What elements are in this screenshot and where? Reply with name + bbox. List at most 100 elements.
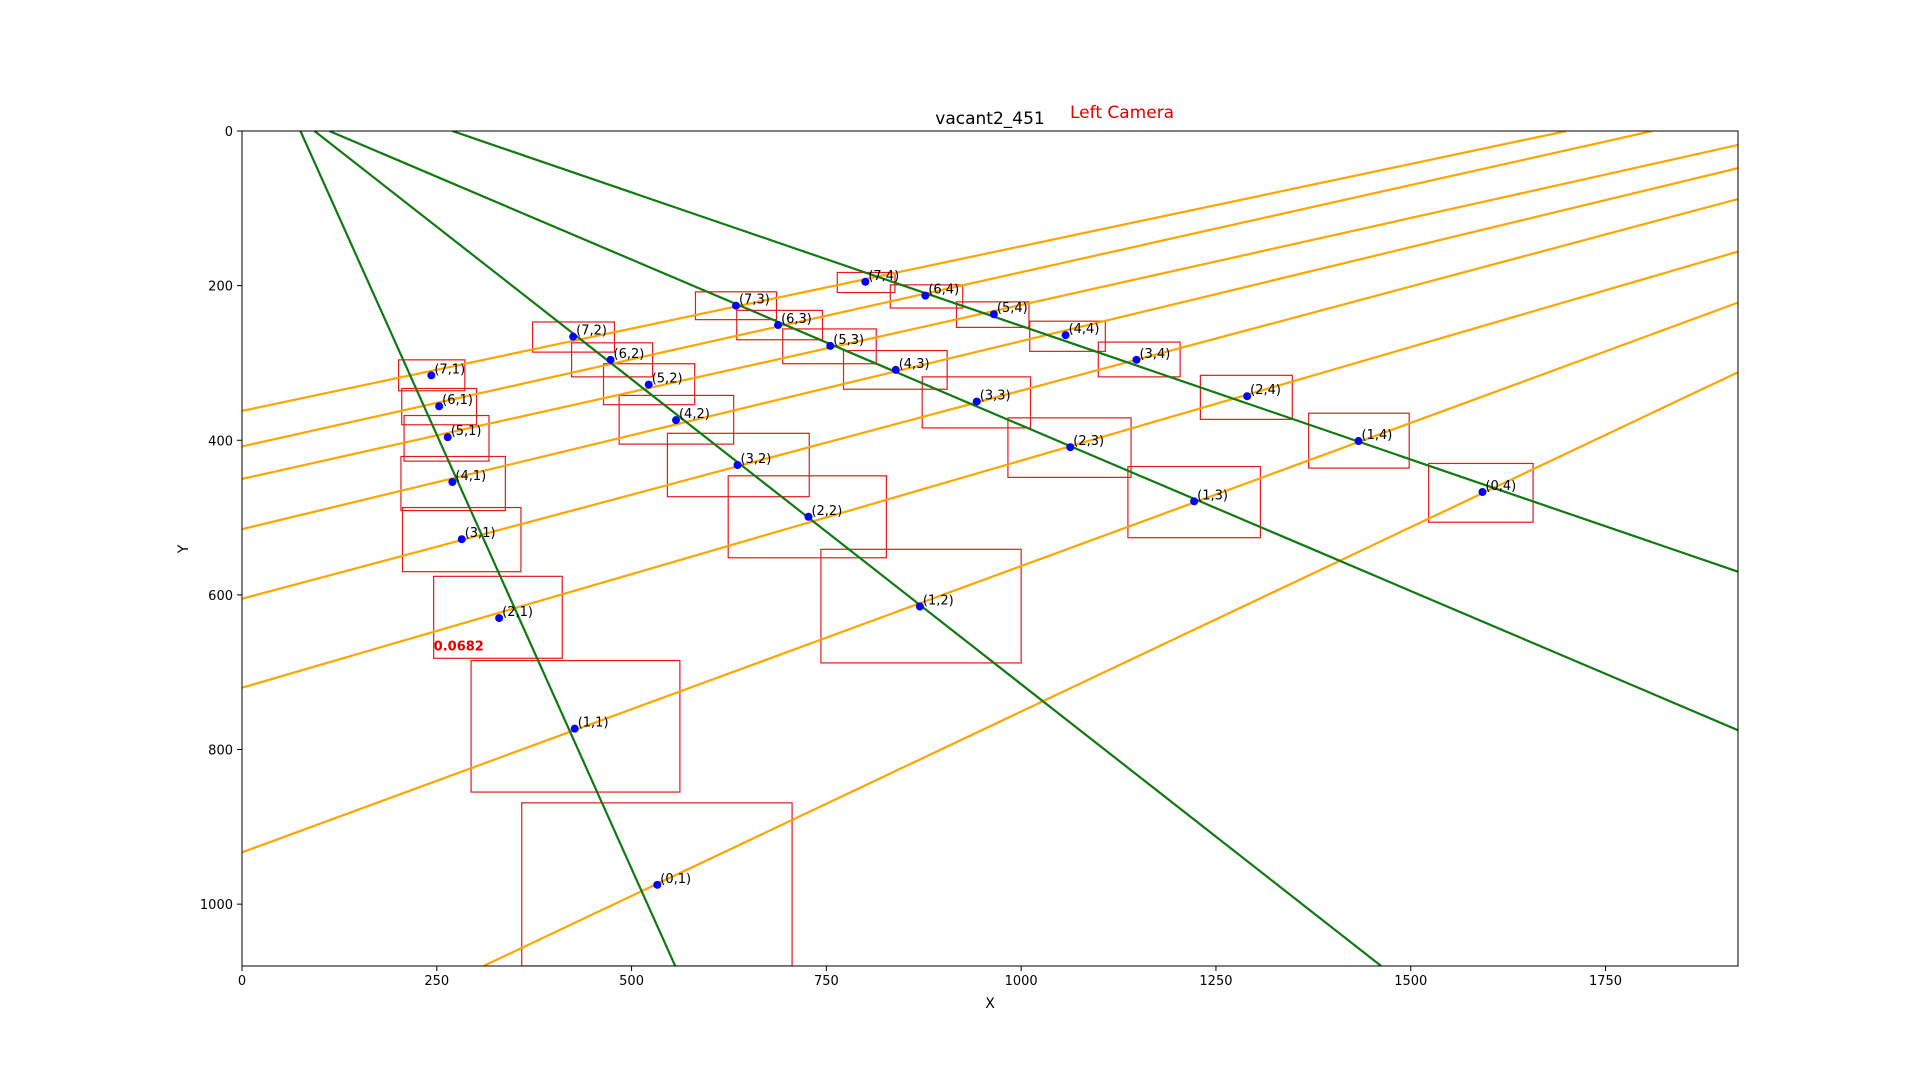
point-label-28: (6,4) — [928, 283, 959, 298]
point-label-5: (5,1) — [451, 424, 482, 439]
data-point-14 — [569, 332, 578, 341]
detection-box-5 — [403, 414, 490, 462]
point-label-11: (4,2) — [679, 407, 710, 422]
point-label-3: (3,1) — [465, 526, 496, 541]
point-label-13: (6,2) — [614, 347, 645, 362]
data-point-12 — [644, 380, 653, 389]
data-point-7 — [427, 371, 436, 380]
point-label-25: (3,4) — [1139, 347, 1170, 362]
y-tick-label-3: 600 — [208, 589, 233, 604]
detection-box-11 — [618, 394, 735, 445]
detection-box-14 — [532, 321, 616, 353]
point-label-15: (1,3) — [1197, 488, 1228, 503]
horizontal-line-7 — [483, 371, 1738, 966]
point-label-7: (7,1) — [434, 362, 465, 377]
plot-content: (0,1) (1,1) (2,1) (3,1) (4,1) (5,1) (6,1) (7,1)… — [242, 131, 1738, 966]
x-tick-label-3: 750 — [814, 974, 839, 989]
data-point-21 — [731, 301, 740, 310]
point-label-24: (2,4) — [1250, 383, 1281, 398]
data-point-5 — [443, 433, 452, 442]
detection-box-4 — [400, 455, 506, 512]
data-point-29 — [861, 277, 870, 286]
detection-box-27 — [955, 301, 1030, 328]
vertical-line-2 — [328, 131, 1738, 732]
detection-box-24 — [1199, 374, 1293, 420]
point-label-10: (3,2) — [741, 452, 772, 467]
detection-box-15 — [1127, 465, 1261, 539]
point-label-27: (5,4) — [997, 301, 1028, 316]
y-axis-label: Y — [176, 544, 192, 554]
horizontal-line-4 — [242, 197, 1738, 600]
data-point-20 — [774, 321, 783, 330]
detection-box-2 — [433, 575, 563, 659]
data-point-9 — [804, 512, 813, 521]
point-label-14: (7,2) — [576, 324, 607, 339]
y-tick-label-4: 800 — [208, 744, 233, 759]
point-label-4: (4,1) — [455, 469, 486, 484]
data-point-19 — [826, 341, 835, 350]
data-point-16 — [1066, 443, 1075, 452]
horizontal-line-3 — [242, 167, 1738, 531]
detection-box-13 — [570, 342, 654, 378]
data-point-2 — [495, 614, 504, 623]
axes: 0 250 500 750 1000 1250 1500 1750 0 200 400 600 800 1… — [200, 125, 1739, 989]
data-point-23 — [1354, 437, 1363, 446]
detection-box-8 — [820, 548, 1022, 664]
detection-box-7 — [398, 359, 466, 392]
point-label-0: (0,1) — [660, 872, 691, 887]
point-label-22: (0,4) — [1485, 479, 1516, 494]
detection-box-22 — [1428, 462, 1534, 523]
detection-box-19 — [782, 328, 877, 365]
detection-box-20 — [736, 309, 824, 341]
detection-box-23 — [1308, 412, 1410, 469]
data-point-26 — [1061, 331, 1070, 340]
horizontal-line-0 — [242, 131, 1567, 412]
detection-box-1 — [470, 660, 681, 793]
point-label-12: (5,2) — [652, 372, 683, 387]
data-point-15 — [1190, 497, 1199, 506]
horizontal-line-6 — [242, 301, 1738, 854]
detection-box-25 — [1097, 341, 1181, 378]
y-tick-label-2: 400 — [208, 434, 233, 449]
detection-box-17 — [921, 376, 1032, 429]
x-tick-label-6: 1500 — [1394, 974, 1427, 989]
point-label-2: (2,1) — [502, 605, 533, 620]
point-label-21: (7,3) — [739, 293, 770, 308]
x-tick-label-0: 0 — [238, 974, 246, 989]
y-tick-label-5: 1000 — [200, 898, 233, 913]
chart-title: vacant2_451 — [935, 109, 1044, 129]
point-label-1: (1,1) — [578, 716, 609, 731]
data-point-13 — [606, 355, 615, 364]
point-label-18: (4,3) — [899, 357, 930, 372]
vertical-line-3 — [452, 131, 1738, 573]
horizontal-line-5 — [242, 250, 1738, 689]
horizontal-line-1 — [242, 131, 1653, 448]
x-axis-label: X — [985, 996, 995, 1012]
score-label: 0.0682 — [434, 640, 484, 655]
data-point-1 — [570, 724, 579, 733]
point-label-26: (4,4) — [1069, 322, 1100, 337]
point-label-20: (6,3) — [781, 312, 812, 327]
detection-box-26 — [1029, 320, 1106, 352]
point-label-19: (5,3) — [833, 333, 864, 348]
horizontal-line-2 — [242, 143, 1738, 480]
detection-box-3 — [401, 506, 522, 573]
y-tick-label-0: 0 — [225, 125, 233, 140]
data-point-27 — [989, 310, 998, 319]
point-label-16: (2,3) — [1073, 434, 1104, 449]
x-tick-label-7: 1750 — [1589, 974, 1622, 989]
data-point-11 — [671, 416, 680, 425]
data-point-18 — [891, 365, 900, 374]
data-point-24 — [1243, 392, 1252, 401]
x-tick-label-5: 1250 — [1199, 974, 1232, 989]
data-point-22 — [1478, 488, 1487, 497]
point-label-9: (2,2) — [811, 504, 842, 519]
detection-box-28 — [889, 284, 964, 309]
data-point-6 — [435, 402, 444, 411]
data-point-3 — [457, 535, 466, 544]
detection-box-12 — [602, 363, 696, 406]
detection-box-9 — [727, 475, 887, 559]
data-point-0 — [653, 880, 662, 889]
